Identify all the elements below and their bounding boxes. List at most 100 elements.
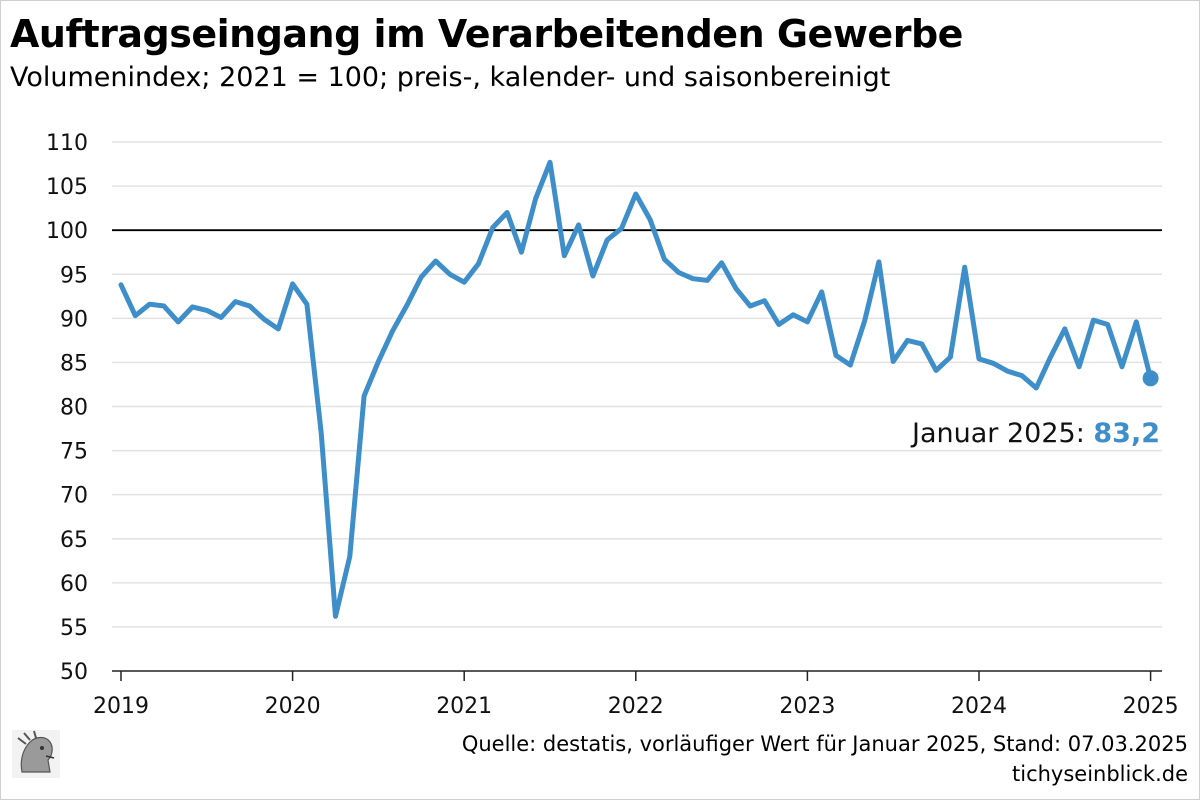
y-axis: 50 55 60 65 70 75 80 85 90 95 100 105 110 bbox=[46, 131, 88, 685]
data-point bbox=[677, 270, 681, 274]
y-tick-label-65: 65 bbox=[60, 528, 88, 553]
data-point bbox=[1034, 386, 1038, 390]
data-point bbox=[562, 254, 566, 258]
last-data-point bbox=[1142, 370, 1159, 387]
y-tick-label-105: 105 bbox=[46, 175, 88, 200]
data-point bbox=[977, 357, 981, 361]
data-point bbox=[519, 250, 523, 254]
x-tick-label-2020: 2020 bbox=[265, 694, 321, 719]
data-point bbox=[148, 302, 152, 306]
y-tick-label-90: 90 bbox=[60, 307, 88, 332]
data-point bbox=[133, 314, 137, 318]
x-tick-label-2024: 2024 bbox=[951, 694, 1007, 719]
data-point bbox=[376, 360, 380, 364]
data-point bbox=[362, 394, 366, 398]
publisher-logo-icon bbox=[12, 730, 60, 778]
data-point bbox=[605, 238, 609, 242]
data-point bbox=[848, 363, 852, 367]
data-point bbox=[1063, 327, 1067, 331]
data-point bbox=[1049, 355, 1053, 359]
y-tick-label-85: 85 bbox=[60, 351, 88, 376]
data-point bbox=[920, 342, 924, 346]
data-point bbox=[233, 300, 237, 304]
data-point bbox=[219, 315, 223, 319]
data-point bbox=[462, 280, 466, 284]
data-point bbox=[734, 286, 738, 290]
data-point bbox=[906, 338, 910, 342]
data-point bbox=[119, 283, 123, 287]
data-point bbox=[1120, 365, 1124, 369]
data-point bbox=[1106, 323, 1110, 327]
y-tick-label-55: 55 bbox=[60, 616, 88, 641]
series-line bbox=[118, 159, 1154, 619]
data-point bbox=[505, 211, 509, 215]
data-point bbox=[763, 299, 767, 303]
data-point bbox=[191, 305, 195, 309]
annotation-value: 83,2 bbox=[1093, 418, 1160, 449]
data-point bbox=[877, 260, 881, 264]
data-point bbox=[548, 160, 552, 164]
gridlines bbox=[112, 141, 1162, 628]
data-point bbox=[591, 274, 595, 278]
data-point bbox=[248, 304, 252, 308]
data-point bbox=[334, 614, 338, 618]
data-point bbox=[477, 262, 481, 266]
data-point bbox=[276, 327, 280, 331]
data-point bbox=[820, 290, 824, 294]
data-point bbox=[934, 368, 938, 372]
chart-subtitle: Volumenindex; 2021 = 100; preis-, kalend… bbox=[10, 62, 891, 93]
data-point bbox=[1134, 320, 1138, 324]
y-tick-label-75: 75 bbox=[60, 440, 88, 465]
data-point bbox=[405, 303, 409, 307]
data-point bbox=[1006, 369, 1010, 373]
data-point bbox=[648, 218, 652, 222]
data-point bbox=[1077, 365, 1081, 369]
data-point bbox=[963, 265, 967, 269]
data-point bbox=[391, 329, 395, 333]
data-point bbox=[634, 192, 638, 196]
data-point bbox=[319, 431, 323, 435]
y-tick-label-70: 70 bbox=[60, 484, 88, 509]
x-tick-label-2025: 2025 bbox=[1123, 694, 1179, 719]
data-point bbox=[534, 196, 538, 200]
data-point bbox=[991, 361, 995, 365]
data-point bbox=[748, 304, 752, 308]
annotation-label: Januar 2025: bbox=[910, 418, 1093, 449]
y-tick-label-80: 80 bbox=[60, 396, 88, 421]
site-credit: tichyseinblick.de bbox=[1012, 762, 1188, 786]
data-point bbox=[291, 282, 295, 286]
data-point bbox=[176, 320, 180, 324]
data-point bbox=[805, 320, 809, 324]
last-value-annotation: Januar 2025: 83,2 bbox=[910, 418, 1160, 449]
data-point bbox=[791, 313, 795, 317]
data-points bbox=[119, 160, 1159, 618]
data-point bbox=[262, 317, 266, 321]
data-point bbox=[777, 323, 781, 327]
data-point bbox=[863, 319, 867, 323]
x-tick-label-2023: 2023 bbox=[779, 694, 835, 719]
data-point bbox=[1091, 318, 1095, 322]
data-point bbox=[834, 353, 838, 357]
data-point bbox=[419, 275, 423, 279]
y-tick-label-100: 100 bbox=[46, 219, 88, 244]
x-axis: 2019 2020 2021 2022 2023 2024 2025 bbox=[93, 670, 1179, 719]
data-point bbox=[891, 360, 895, 364]
data-point bbox=[448, 272, 452, 276]
chart-title: Auftragseingang im Verarbeitenden Gewerb… bbox=[10, 12, 963, 56]
data-point bbox=[162, 304, 166, 308]
data-point bbox=[948, 355, 952, 359]
data-point bbox=[705, 278, 709, 282]
data-point bbox=[662, 257, 666, 261]
y-tick-label-110: 110 bbox=[46, 131, 88, 156]
x-tick-label-2021: 2021 bbox=[436, 694, 492, 719]
data-point bbox=[305, 302, 309, 306]
x-tick-label-2022: 2022 bbox=[608, 694, 664, 719]
data-point bbox=[620, 226, 624, 230]
data-point bbox=[205, 308, 209, 312]
source-note: Quelle: destatis, vorläufiger Wert für J… bbox=[461, 732, 1188, 756]
y-tick-label-50: 50 bbox=[60, 660, 88, 685]
data-point bbox=[348, 554, 352, 558]
data-point bbox=[577, 223, 581, 227]
data-point bbox=[491, 226, 495, 230]
